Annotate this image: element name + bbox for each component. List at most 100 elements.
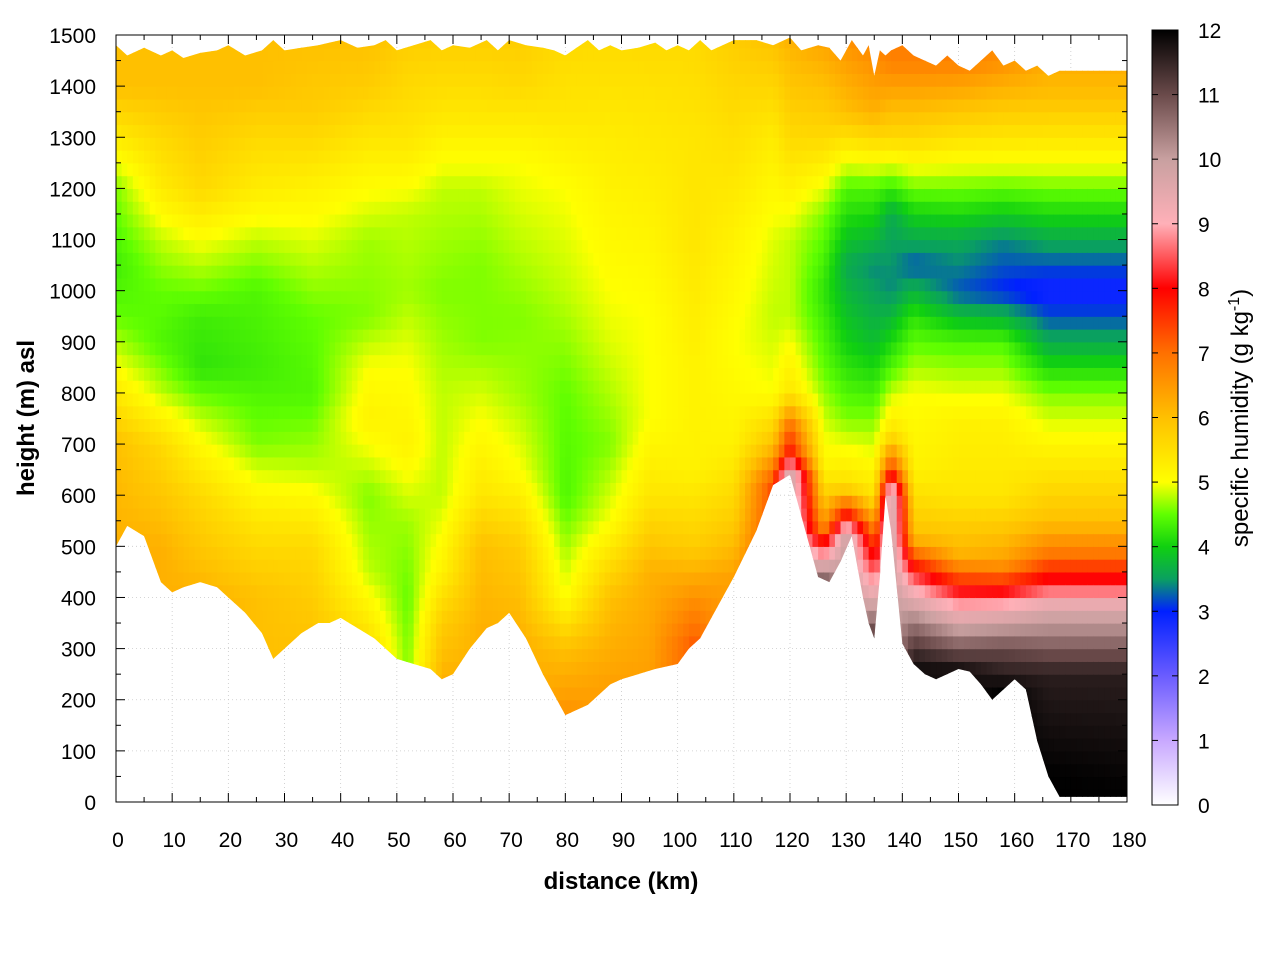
- humidity-cell: [166, 316, 173, 330]
- humidity-cell: [419, 329, 426, 343]
- humidity-cell: [526, 520, 533, 535]
- humidity-cell: [542, 507, 550, 522]
- humidity-cell: [537, 316, 544, 330]
- humidity-cell: [256, 201, 263, 215]
- humidity-cell: [346, 226, 353, 241]
- humidity-cell: [430, 392, 437, 407]
- humidity-cell: [520, 188, 527, 202]
- humidity-cell: [447, 124, 454, 138]
- humidity-cell: [447, 111, 454, 126]
- humidity-cell: [548, 507, 555, 522]
- humidity-cell: [323, 533, 331, 547]
- humidity-cell: [469, 252, 477, 266]
- humidity-cell: [464, 265, 471, 279]
- humidity-cell: [396, 431, 404, 445]
- humidity-cell: [205, 482, 213, 496]
- humidity-cell: [408, 188, 415, 202]
- humidity-cell: [205, 507, 213, 522]
- humidity-cell: [239, 495, 246, 509]
- humidity-cell: [290, 533, 297, 547]
- humidity-cell: [256, 162, 263, 177]
- humidity-cell: [424, 162, 432, 177]
- humidity-cell: [408, 252, 415, 266]
- humidity-cell: [194, 418, 201, 432]
- humidity-cell: [497, 86, 505, 100]
- humidity-cell: [531, 444, 538, 458]
- humidity-cell: [183, 520, 190, 535]
- humidity-cell: [323, 213, 331, 228]
- humidity-cell: [306, 329, 314, 343]
- humidity-cell: [335, 265, 342, 279]
- humidity-cell: [121, 367, 128, 381]
- humidity-cell: [155, 265, 162, 279]
- humidity-cell: [346, 239, 353, 253]
- humidity-cell: [363, 188, 370, 202]
- humidity-cell: [144, 265, 151, 279]
- humidity-cell: [413, 533, 420, 547]
- humidity-cell: [419, 252, 426, 266]
- humidity-cell: [172, 354, 179, 368]
- humidity-cell: [295, 354, 302, 368]
- humidity-cell: [542, 495, 550, 509]
- humidity-cell: [166, 533, 173, 547]
- humidity-cell: [542, 354, 550, 368]
- humidity-cell: [542, 73, 550, 87]
- humidity-cell: [245, 111, 252, 126]
- humidity-cell: [565, 201, 572, 215]
- humidity-cell: [481, 111, 488, 126]
- humidity-cell: [183, 533, 190, 547]
- humidity-cell: [166, 507, 173, 522]
- humidity-cell: [155, 60, 162, 74]
- humidity-cell: [183, 150, 190, 164]
- humidity-cell: [537, 86, 544, 100]
- humidity-cell: [453, 137, 460, 151]
- humidity-cell: [312, 47, 319, 62]
- humidity-cell: [492, 495, 499, 509]
- humidity-cell: [351, 265, 359, 279]
- humidity-cell: [379, 354, 387, 368]
- humidity-cell: [149, 495, 156, 509]
- humidity-cell: [166, 137, 173, 151]
- humidity-cell: [542, 329, 550, 343]
- humidity-cell: [413, 380, 420, 394]
- humidity-cell: [127, 239, 134, 253]
- humidity-cell: [160, 316, 168, 330]
- humidity-cell: [408, 405, 415, 420]
- humidity-cell: [239, 482, 246, 496]
- humidity-cell: [570, 380, 578, 394]
- humidity-cell: [520, 469, 527, 484]
- humidity-cell: [351, 546, 359, 560]
- humidity-cell: [363, 201, 370, 215]
- humidity-cell: [189, 277, 196, 292]
- humidity-cell: [497, 290, 505, 305]
- humidity-cell: [138, 252, 145, 266]
- humidity-cell: [565, 444, 572, 458]
- humidity-cell: [363, 213, 370, 228]
- humidity-cell: [189, 431, 196, 445]
- humidity-cell: [565, 124, 572, 138]
- humidity-cell: [250, 150, 258, 164]
- humidity-cell: [189, 213, 196, 228]
- humidity-cell: [486, 124, 493, 138]
- humidity-cell: [537, 201, 544, 215]
- humidity-cell: [239, 405, 246, 420]
- humidity-cell: [559, 98, 566, 113]
- humidity-cell: [514, 597, 521, 611]
- humidity-cell: [469, 290, 477, 305]
- humidity-cell: [183, 188, 190, 202]
- humidity-cell: [323, 239, 331, 253]
- humidity-cell: [323, 456, 331, 471]
- humidity-cell: [211, 546, 218, 560]
- humidity-cell: [402, 86, 409, 100]
- humidity-cell: [200, 559, 207, 573]
- humidity-cell: [419, 354, 426, 368]
- humidity-cell: [458, 380, 465, 394]
- humidity-cell: [351, 86, 359, 100]
- humidity-cell: [565, 277, 572, 292]
- humidity-cell: [379, 584, 387, 599]
- humidity-cell: [233, 546, 241, 560]
- humidity-cell: [497, 175, 505, 189]
- humidity-cell: [177, 405, 184, 420]
- humidity-cell: [149, 354, 156, 368]
- humidity-cell: [189, 60, 196, 74]
